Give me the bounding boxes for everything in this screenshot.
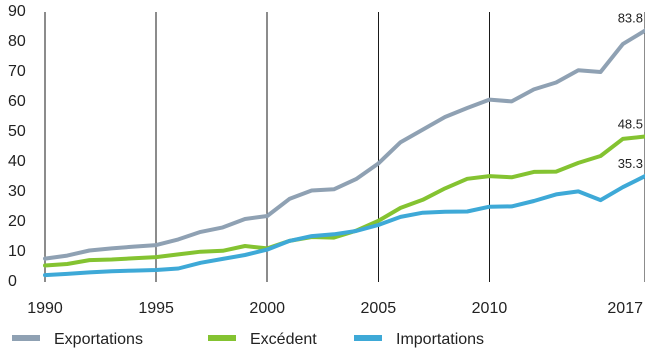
legend-label: Importations [396,331,484,348]
y-tick-label: 40 [8,153,26,170]
y-tick-label: 10 [8,243,26,260]
y-tick-label: 30 [8,183,26,200]
series-layer [43,28,645,278]
y-tick-label: 60 [8,93,26,110]
legend-label: Excédent [250,331,317,348]
y-tick-label: 90 [8,3,26,20]
series-line-importations [43,174,645,278]
y-tick-label: 70 [8,63,26,80]
legend-label: Exportations [54,331,143,348]
x-tick-label: 2010 [472,300,508,317]
x-tick-label: 2005 [361,300,397,317]
y-tick-label: 80 [8,33,26,50]
y-tick-label: 20 [8,213,26,230]
end-value-label-importations: 35.3 [618,156,643,171]
x-tick-label: 1995 [138,300,174,317]
series-line-exportations [43,28,645,261]
x-tick-label: 2000 [249,300,285,317]
x-tick-label: 2017 [607,300,643,317]
label-layer: 83.8 48.5 35.3 [618,11,643,172]
legend-layer: Exportations Excédent Importations [12,331,484,348]
x-tick-label: 1990 [27,300,63,317]
axis-layer: 0 10 20 30 40 50 60 70 80 90 1990 1995 2000 2005 2010 2… [8,3,643,317]
y-tick-label: 50 [8,123,26,140]
end-value-label-exportations: 83.8 [618,11,643,26]
grid-layer [44,12,645,282]
end-value-label-excédent: 48.5 [618,117,643,132]
y-tick-label: 0 [8,273,17,290]
